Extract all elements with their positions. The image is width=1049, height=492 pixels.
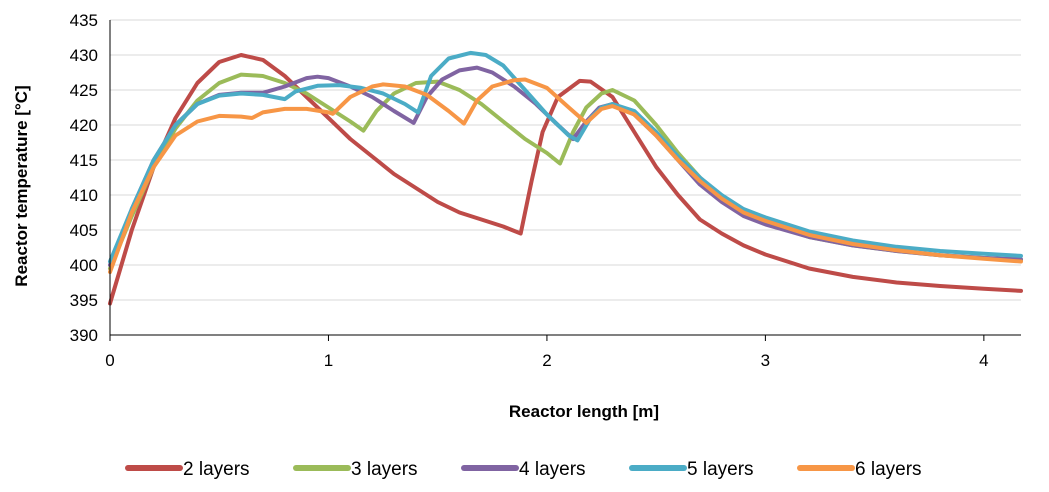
series-line-2-layers xyxy=(108,53,1023,306)
x-tick-labels: 0 1 2 3 4 xyxy=(105,351,988,370)
y-tick-label: 415 xyxy=(70,151,98,170)
series-line-5-layers xyxy=(108,50,1023,264)
series-lines xyxy=(108,50,1023,306)
x-tick-label: 2 xyxy=(542,351,551,370)
y-tick-label: 400 xyxy=(70,256,98,275)
y-tick-label: 405 xyxy=(70,221,98,240)
legend-label: 6 layers xyxy=(855,459,922,480)
series-line-6-layers xyxy=(108,77,1023,274)
x-tick-label: 4 xyxy=(979,351,988,370)
y-tick-label: 430 xyxy=(70,46,98,65)
legend-label: 5 layers xyxy=(687,459,754,480)
y-tick-label: 435 xyxy=(70,11,98,30)
legend: 2 layers 3 layers 4 layers 5 layers 6 layers xyxy=(125,459,922,480)
x-axis-title: Reactor length [m] xyxy=(509,402,659,421)
y-tick-label: 410 xyxy=(70,186,98,205)
x-tick-label: 3 xyxy=(761,351,770,370)
x-tick-label: 0 xyxy=(105,351,114,370)
legend-label: 2 layers xyxy=(183,459,250,480)
y-tick-label: 395 xyxy=(70,291,98,310)
series-line-4-layers xyxy=(108,65,1023,267)
x-tick-label: 1 xyxy=(324,351,333,370)
y-tick-labels: 390 395 400 405 410 415 420 425 430 435 xyxy=(70,11,98,345)
axes xyxy=(109,20,1021,341)
legend-label: 4 layers xyxy=(519,459,586,480)
gridlines xyxy=(110,19,1021,301)
legend-label: 3 layers xyxy=(351,459,418,480)
y-tick-label: 420 xyxy=(70,116,98,135)
y-tick-label: 425 xyxy=(70,81,98,100)
y-axis-title: Reactor temperature [°C] xyxy=(12,85,31,286)
y-tick-label: 390 xyxy=(70,326,98,345)
